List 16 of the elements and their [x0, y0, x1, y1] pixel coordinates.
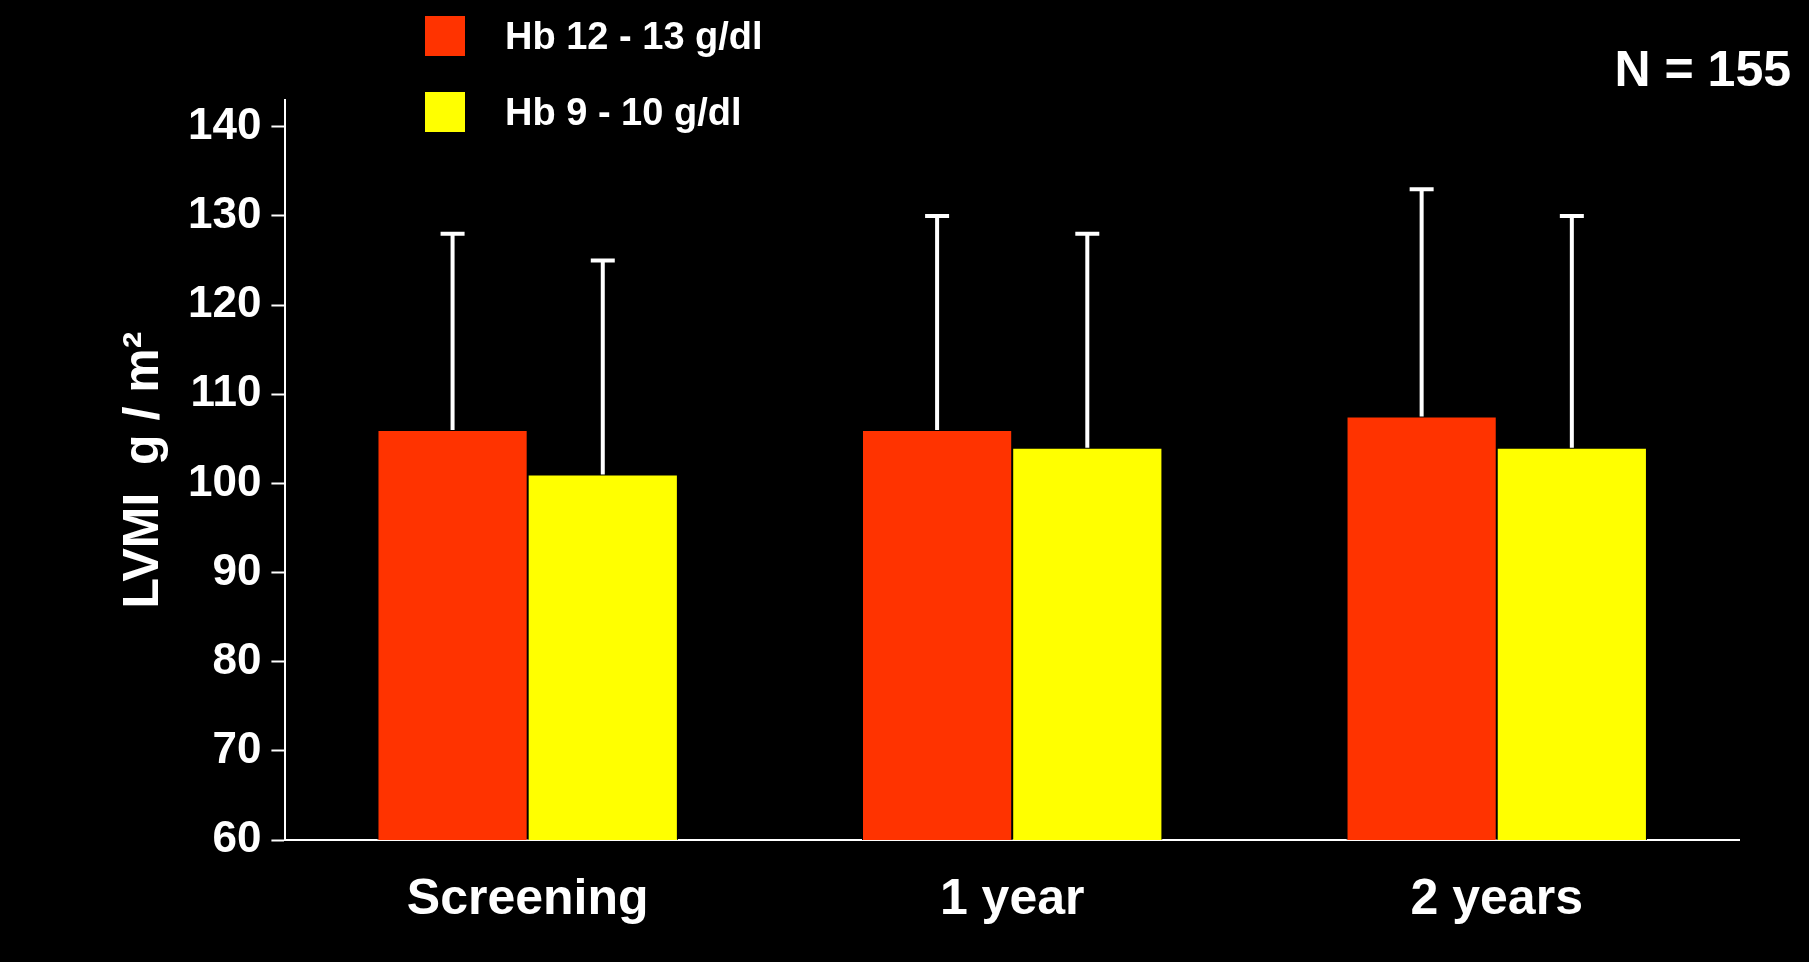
y-tick-label: 70 [212, 722, 262, 772]
y-tick-label: 110 [190, 366, 262, 416]
y-tick-label: 120 [187, 277, 262, 327]
y-tick-label: 140 [187, 98, 262, 148]
x-tick-label: Screening [406, 868, 649, 925]
legend-label: Hb 12 - 13 g/dl [505, 14, 763, 58]
x-tick-label: 2 years [1410, 868, 1583, 925]
y-tick-label: 80 [212, 633, 262, 683]
y-axis-title: LVMI g / m² [112, 331, 169, 609]
y-tick-label: 130 [187, 188, 262, 238]
text: N = 155 [1614, 40, 1791, 98]
legend-label: Hb 9 - 10 g/dl [505, 90, 742, 134]
x-tick-label: 1 year [939, 868, 1085, 925]
y-tick-label: 60 [212, 812, 262, 862]
y-tick-label: 90 [212, 544, 262, 594]
y-tick-label: 100 [187, 455, 262, 505]
